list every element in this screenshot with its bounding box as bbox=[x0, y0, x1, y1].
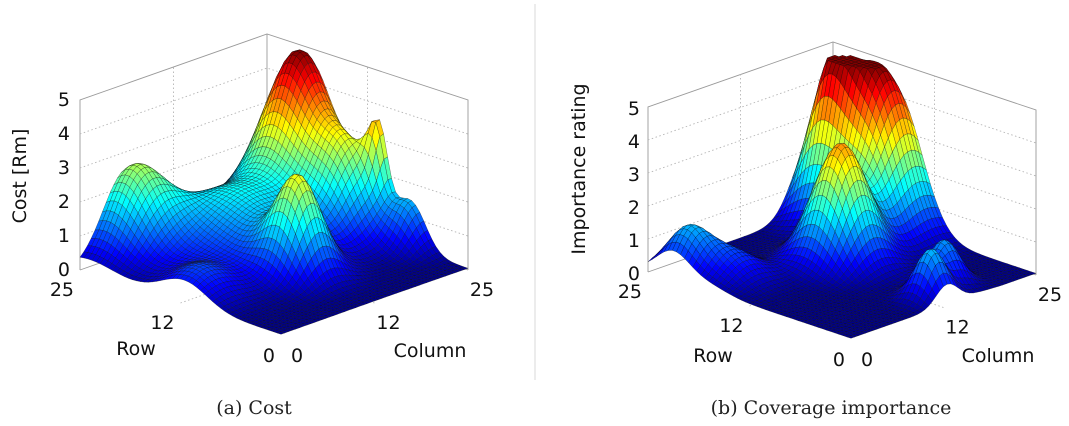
z-axis-label: Cost [Rm] bbox=[9, 129, 31, 224]
importance-surface bbox=[647, 55, 1037, 339]
z-tick-label: 1 bbox=[58, 225, 70, 247]
surface-facet bbox=[651, 251, 660, 260]
column-tick-label: 25 bbox=[470, 279, 494, 301]
cost-surface bbox=[79, 49, 469, 335]
column-tick-label: 0 bbox=[291, 345, 303, 367]
z-tick-label: 4 bbox=[58, 123, 70, 145]
z-tick-label: 0 bbox=[58, 259, 70, 281]
row-axis-label: Row bbox=[116, 338, 156, 360]
z-tick-label: 5 bbox=[58, 89, 70, 111]
z-tick-label: 2 bbox=[58, 191, 70, 213]
column-axis-label: Column bbox=[394, 340, 467, 362]
row-tick-label: 25 bbox=[50, 279, 74, 301]
row-tick-label: 0 bbox=[263, 345, 275, 367]
surface-facet bbox=[647, 255, 656, 262]
z-tick-label: 3 bbox=[58, 157, 70, 179]
column-tick-label: 12 bbox=[376, 312, 400, 334]
caption-cost: (a) Cost bbox=[216, 397, 292, 419]
row-tick-label: 12 bbox=[150, 312, 174, 334]
surface-facet bbox=[276, 331, 286, 335]
